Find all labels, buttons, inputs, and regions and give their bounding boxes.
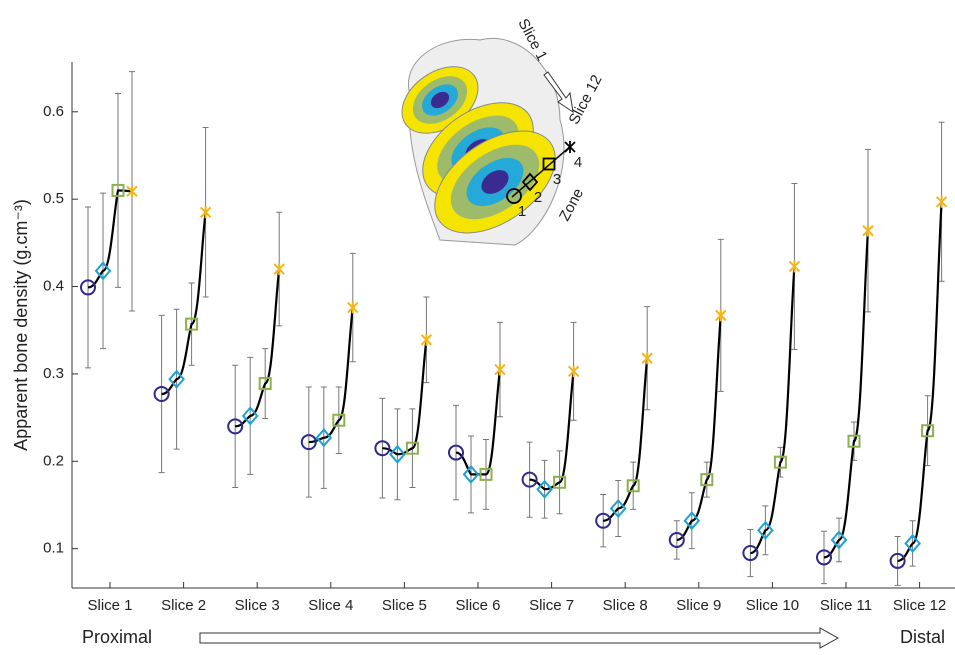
marker (111, 183, 125, 197)
marker (420, 333, 433, 346)
annotation: Proximal (82, 627, 152, 647)
connecting-line (676, 315, 722, 542)
marker (830, 530, 848, 550)
marker (641, 352, 653, 365)
x-tick-label: Slice 3 (235, 597, 280, 614)
y-tick-label: 0.6 (43, 103, 64, 120)
x-tick-label: Slice 1 (87, 597, 132, 614)
marker (347, 301, 359, 314)
marker (921, 424, 935, 438)
marker (273, 263, 285, 276)
x-tick-label: Slice 10 (746, 597, 799, 614)
marker (889, 552, 906, 569)
marker (742, 545, 759, 562)
connecting-line (750, 266, 796, 555)
x-tick-label: Slice 11 (820, 597, 872, 614)
x-tick-label: Slice 12 (893, 597, 946, 614)
proximal-distal-arrow (199, 627, 840, 649)
marker (847, 434, 861, 448)
marker (94, 261, 112, 281)
marker (258, 377, 272, 391)
marker (241, 406, 259, 426)
connecting-line (87, 189, 133, 289)
x-tick-label: Slice 2 (161, 597, 206, 614)
marker (788, 260, 801, 273)
marker (300, 434, 317, 451)
marker (683, 511, 701, 531)
slice-contour (434, 130, 556, 234)
marker (153, 386, 170, 403)
connecting-line (235, 268, 281, 428)
annotation: Distal (900, 627, 945, 647)
y-tick-label: 0.5 (43, 190, 64, 207)
connecting-line (308, 307, 354, 444)
y-tick-label: 0.3 (43, 365, 64, 382)
legend-label: 1 (518, 203, 526, 220)
marker (626, 479, 640, 493)
legend-marker (521, 172, 539, 192)
marker (567, 365, 580, 378)
marker (773, 455, 787, 469)
legend-label: 4 (574, 154, 582, 171)
y-tick-label: 0.2 (43, 452, 64, 469)
direction-arrow (543, 71, 574, 114)
marker (448, 444, 464, 461)
marker (700, 473, 714, 487)
marker (595, 512, 612, 529)
marker (332, 413, 346, 427)
connecting-line (161, 212, 207, 396)
connecting-line (603, 358, 649, 522)
marker (479, 467, 493, 481)
marker (168, 369, 185, 389)
zone-line (511, 144, 573, 198)
x-tick-label: Slice 5 (382, 597, 427, 614)
connecting-line (897, 201, 943, 563)
marker (536, 479, 553, 499)
marker (609, 498, 627, 519)
marker (199, 206, 212, 219)
connecting-line (455, 369, 502, 476)
marker (816, 549, 832, 566)
connecting-line (382, 339, 428, 456)
legend-marker (506, 188, 522, 204)
x-tick-label: Slice 9 (676, 597, 721, 614)
marker (389, 444, 406, 464)
marker (126, 185, 138, 198)
marker (904, 533, 921, 553)
y-tick-label: 0.1 (43, 540, 64, 557)
marker (185, 317, 199, 331)
marker (374, 440, 391, 457)
marker (494, 363, 506, 376)
marker (668, 531, 685, 548)
legend-marker (542, 157, 556, 171)
marker (405, 441, 419, 455)
marker (862, 224, 874, 237)
marker (935, 195, 948, 208)
x-tick-label: Slice 4 (308, 597, 353, 614)
marker (553, 475, 567, 489)
marker (315, 428, 333, 448)
marker (462, 464, 480, 484)
marker (80, 279, 96, 296)
y-tick-label: 0.4 (43, 278, 64, 295)
x-tick-label: Slice 6 (455, 597, 500, 614)
x-tick-label: Slice 7 (529, 597, 574, 614)
marker (757, 520, 774, 540)
legend-label: 2 (534, 189, 542, 206)
connecting-line (529, 371, 575, 491)
marker (521, 471, 538, 488)
connecting-line (823, 230, 870, 559)
legend-label: 3 (553, 171, 561, 188)
legend-marker (564, 141, 576, 153)
x-tick-label: Slice 8 (603, 597, 648, 614)
marker (227, 418, 244, 435)
y-axis-label: Apparent bone density (g.cm⁻³) (11, 199, 31, 451)
inset-diagram (401, 38, 574, 246)
legend-title: Zone (556, 186, 587, 224)
marker (715, 309, 727, 322)
